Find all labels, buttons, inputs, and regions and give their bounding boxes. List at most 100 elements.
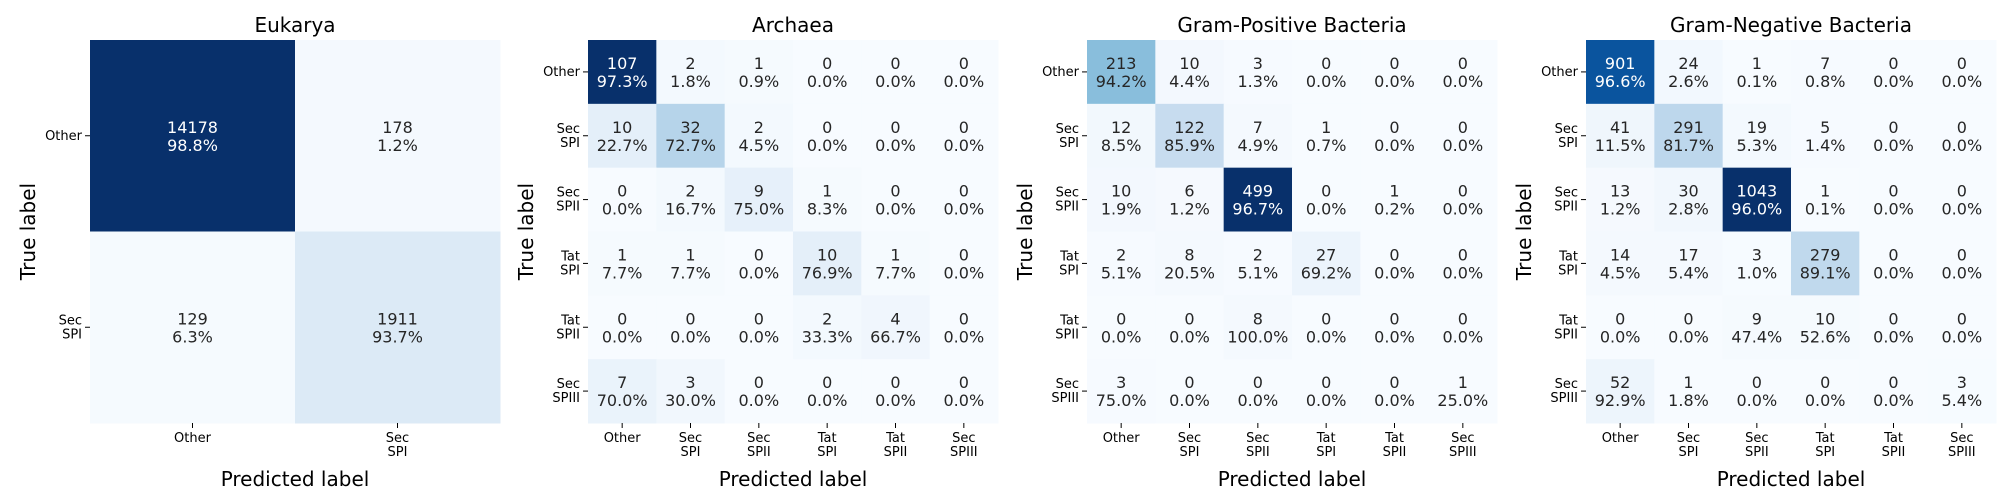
heatmap-cell bbox=[1927, 40, 1997, 105]
heatmap-cell bbox=[1654, 167, 1724, 232]
cell-percent-label: 0.0% bbox=[944, 72, 985, 91]
x-tick-label: Tat SPI bbox=[1316, 431, 1336, 460]
y-tick-label: Sec SPII bbox=[556, 186, 580, 215]
heatmap-cell bbox=[929, 231, 999, 296]
y-tick-label: Sec SPI bbox=[1555, 122, 1578, 151]
heatmap-cell bbox=[793, 231, 862, 296]
cell-percent-label: 30.0% bbox=[665, 391, 716, 410]
cell-count-label: 0 bbox=[1321, 309, 1331, 328]
cell-count-label: 10 bbox=[1111, 182, 1131, 201]
cell-percent-label: 0.0% bbox=[1169, 327, 1210, 346]
y-tick-label: Other bbox=[1042, 65, 1080, 80]
cell-count-label: 213 bbox=[1106, 54, 1137, 73]
cell-percent-label: 0.0% bbox=[1306, 72, 1347, 91]
cell-percent-label: 0.0% bbox=[1942, 263, 1983, 282]
heatmap-cell bbox=[588, 167, 657, 232]
y-tick-label: Sec SPII bbox=[1055, 186, 1079, 215]
heatmap-cell bbox=[1586, 40, 1655, 105]
cell-count-label: 0 bbox=[1683, 309, 1693, 328]
cell-count-label: 13 bbox=[1610, 182, 1630, 201]
heatmap-cell bbox=[1087, 295, 1156, 360]
y-tick-label: Tat SPI bbox=[1059, 249, 1079, 278]
y-tick-label: Other bbox=[45, 129, 83, 144]
heatmap-cell bbox=[793, 40, 862, 105]
cell-count-label: 0 bbox=[959, 54, 969, 73]
y-axis-label: True label bbox=[16, 183, 40, 281]
cell-percent-label: 0.2% bbox=[1374, 200, 1415, 219]
cell-percent-label: 0.0% bbox=[1873, 136, 1914, 155]
cell-percent-label: 0.0% bbox=[1942, 136, 1983, 155]
heatmap-cell bbox=[929, 295, 999, 360]
cell-percent-label: 0.0% bbox=[1443, 136, 1484, 155]
cell-count-label: 129 bbox=[177, 309, 208, 328]
cell-percent-label: 0.0% bbox=[944, 200, 985, 219]
heatmap-cell bbox=[724, 40, 794, 105]
cell-count-label: 901 bbox=[1605, 54, 1636, 73]
cell-percent-label: 0.0% bbox=[602, 200, 643, 219]
cell-percent-label: 7.7% bbox=[875, 263, 916, 282]
cell-count-label: 3 bbox=[685, 373, 695, 392]
cell-count-label: 1 bbox=[1389, 182, 1399, 201]
cell-percent-label: 0.0% bbox=[1443, 263, 1484, 282]
cell-count-label: 7 bbox=[1253, 118, 1263, 137]
heatmap-cell bbox=[1428, 40, 1498, 105]
cell-percent-label: 2.6% bbox=[1668, 72, 1709, 91]
heatmap-cell bbox=[1087, 231, 1156, 296]
cell-percent-label: 0.0% bbox=[1374, 72, 1415, 91]
panel-title: Eukarya bbox=[254, 13, 335, 37]
cell-percent-label: 0.0% bbox=[1737, 391, 1778, 410]
cell-count-label: 32 bbox=[680, 118, 700, 137]
cell-percent-label: 1.8% bbox=[670, 72, 711, 91]
cell-count-label: 0 bbox=[754, 309, 764, 328]
cell-percent-label: 94.2% bbox=[1096, 72, 1147, 91]
heatmap-cell bbox=[861, 103, 931, 169]
heatmap-cell bbox=[929, 167, 999, 232]
cell-count-label: 0 bbox=[890, 373, 900, 392]
heatmap-cell bbox=[1654, 295, 1724, 360]
cell-count-label: 41 bbox=[1610, 118, 1630, 137]
heatmap-cell bbox=[1722, 359, 1792, 424]
cell-count-label: 14178 bbox=[167, 118, 218, 137]
cell-percent-label: 5.3% bbox=[1737, 136, 1778, 155]
heatmap-cell bbox=[1155, 359, 1225, 424]
cell-count-label: 0 bbox=[1458, 309, 1468, 328]
heatmap-cell bbox=[793, 295, 862, 360]
heatmap-cell bbox=[1722, 103, 1792, 169]
cell-count-label: 1 bbox=[1321, 118, 1331, 137]
cell-percent-label: 0.0% bbox=[1873, 391, 1914, 410]
heatmap-cell bbox=[1859, 295, 1929, 360]
heatmap-cell bbox=[1223, 295, 1293, 360]
heatmap-cell bbox=[1859, 40, 1929, 105]
heatmap-cell bbox=[1292, 167, 1361, 232]
heatmap-cell bbox=[724, 167, 794, 232]
cell-count-label: 0 bbox=[1321, 182, 1331, 201]
cell-percent-label: 1.4% bbox=[1805, 136, 1846, 155]
heatmap-cell bbox=[1791, 40, 1860, 105]
heatmap-cell bbox=[656, 359, 726, 424]
heatmap-cell bbox=[1360, 103, 1430, 169]
cell-percent-label: 69.2% bbox=[1301, 263, 1352, 282]
x-tick-label: Sec SPI bbox=[1677, 431, 1700, 460]
cell-count-label: 17 bbox=[1678, 245, 1698, 264]
y-axis-label: True label bbox=[514, 183, 538, 281]
cell-count-label: 1 bbox=[822, 182, 832, 201]
cell-count-label: 3 bbox=[1253, 54, 1263, 73]
heatmap-cell bbox=[1927, 167, 1997, 232]
cell-percent-label: 0.0% bbox=[1169, 391, 1210, 410]
heatmap-cell bbox=[1722, 40, 1792, 105]
cell-percent-label: 1.2% bbox=[1600, 200, 1641, 219]
cell-count-label: 2 bbox=[685, 54, 695, 73]
cell-count-label: 9 bbox=[754, 182, 764, 201]
panel-archaea: Archaea10797.3%21.8%10.9%00.0%00.0%00.0%… bbox=[514, 13, 999, 491]
cell-count-label: 0 bbox=[1752, 373, 1762, 392]
y-tick-label: Sec SPI bbox=[59, 313, 82, 342]
cell-count-label: 0 bbox=[617, 309, 627, 328]
heatmap-cell bbox=[656, 40, 726, 105]
cell-percent-label: 0.0% bbox=[1306, 391, 1347, 410]
cell-percent-label: 1.2% bbox=[377, 136, 418, 155]
y-tick-label: Sec SPIII bbox=[552, 377, 580, 406]
cell-count-label: 122 bbox=[1174, 118, 1205, 137]
cell-count-label: 0 bbox=[1116, 309, 1126, 328]
cell-count-label: 52 bbox=[1610, 373, 1630, 392]
y-tick-label: Sec SPIII bbox=[1550, 377, 1578, 406]
